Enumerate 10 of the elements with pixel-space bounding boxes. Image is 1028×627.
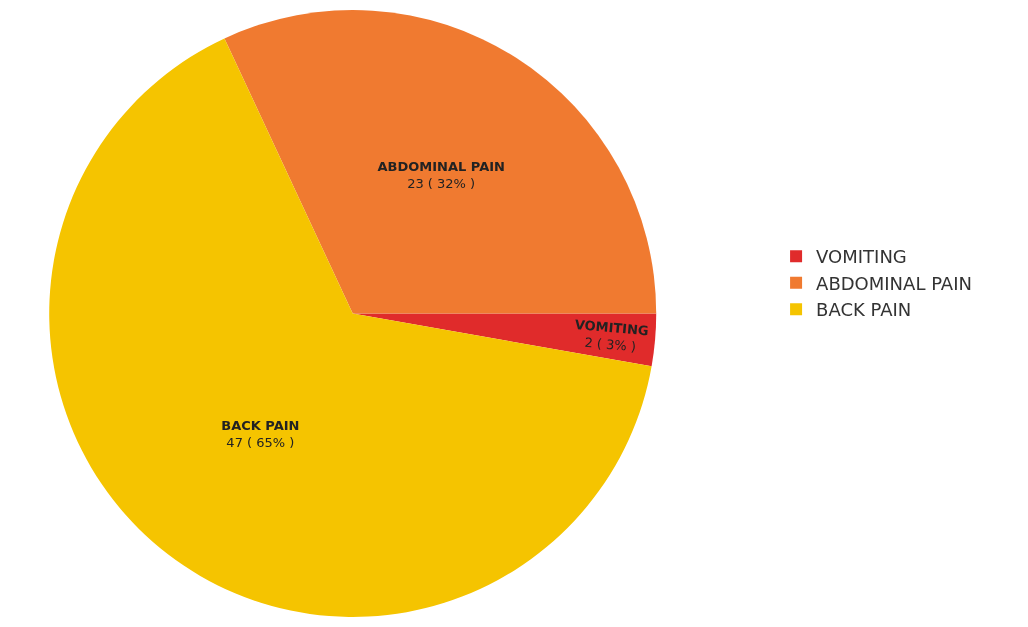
data-label: 47 ( 65% ) — [226, 434, 295, 450]
slice-label: BACK PAIN — [221, 417, 300, 433]
pie-slice — [49, 38, 652, 617]
slice-label: ABDOMINAL PAIN — [377, 158, 505, 174]
data-label: 2 ( 3% ) — [583, 334, 637, 355]
legend-label: ABDOMINAL PAIN — [816, 272, 972, 294]
legend-label: BACK PAIN — [816, 299, 912, 321]
pie-slice — [224, 10, 657, 314]
data-label: 23 ( 32% ) — [407, 175, 476, 191]
legend-label: VOMITING — [816, 246, 907, 268]
